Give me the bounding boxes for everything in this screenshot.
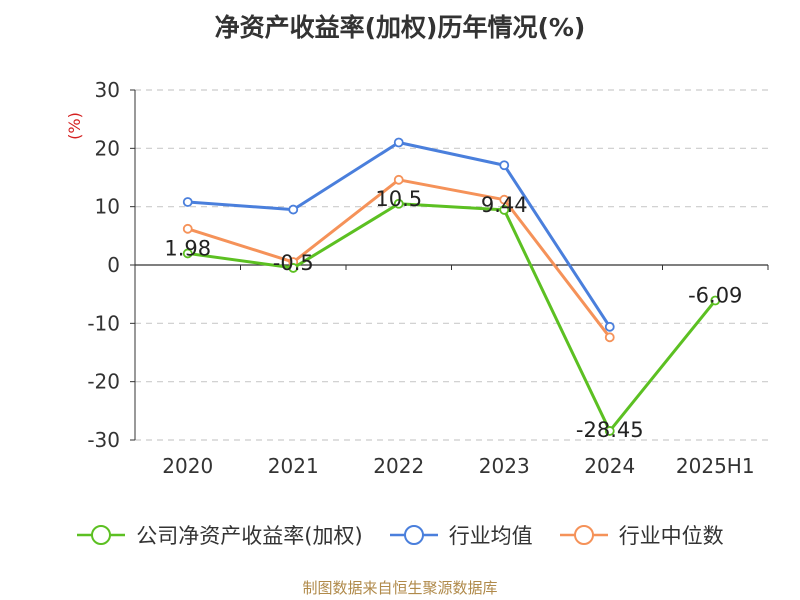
data-point <box>182 248 193 259</box>
series-line <box>187 202 717 433</box>
legend-label: 行业中位数 <box>618 524 724 548</box>
x-tick-label: 2025H1 <box>676 454 755 478</box>
data-label: -6.09 <box>688 284 742 308</box>
y-tick-label: -20 <box>87 370 120 394</box>
data-point <box>604 321 615 332</box>
legend-label: 公司净资产收益率(加权) <box>136 524 363 548</box>
data-point <box>288 204 299 215</box>
data-point <box>288 263 299 273</box>
legend-swatch-icon <box>389 525 438 545</box>
legend-item[interactable]: 行业均值 <box>389 520 533 550</box>
legend: 公司净资产收益率(加权) 行业均值 行业中位数 <box>0 520 800 550</box>
data-point <box>393 137 404 148</box>
y-tick-label: 30 <box>95 78 120 102</box>
data-point <box>393 198 404 209</box>
data-point <box>710 295 721 306</box>
data-point <box>604 426 615 436</box>
data-point <box>604 332 615 343</box>
data-point <box>182 223 193 234</box>
legend-label: 行业均值 <box>448 524 533 548</box>
x-tick-label: 2020 <box>162 454 213 478</box>
y-tick-label: 0 <box>107 253 120 277</box>
legend-swatch-icon <box>559 525 608 545</box>
data-point <box>182 197 193 207</box>
data-label: -0.5 <box>273 251 314 275</box>
data-point <box>499 194 510 205</box>
y-tick-label: -10 <box>87 311 120 335</box>
source-note: 制图数据来自恒生聚源数据库 <box>302 579 498 597</box>
legend-item[interactable]: 行业中位数 <box>559 520 724 550</box>
y-axis-label: (%) <box>65 112 84 140</box>
legend-item[interactable]: 公司净资产收益率(加权) <box>76 520 363 550</box>
data-label: 1.98 <box>164 236 211 260</box>
legend-swatch-icon <box>77 525 126 545</box>
chart-title: 净资产收益率(加权)历年情况(%) <box>214 13 586 42</box>
y-tick-label: 20 <box>95 136 120 160</box>
data-point <box>499 160 510 171</box>
x-tick-label: 2022 <box>373 454 424 478</box>
data-point <box>499 205 510 215</box>
y-tick-label: 10 <box>95 195 120 219</box>
x-tick-label: 2023 <box>479 454 530 478</box>
data-label: 9.44 <box>481 193 528 217</box>
x-tick-label: 2024 <box>584 454 635 478</box>
x-tick-label: 2021 <box>268 454 319 478</box>
data-label: -28.45 <box>576 418 644 442</box>
y-tick-label: -30 <box>87 428 120 452</box>
data-label: 10.5 <box>375 187 422 211</box>
data-point <box>393 174 404 185</box>
